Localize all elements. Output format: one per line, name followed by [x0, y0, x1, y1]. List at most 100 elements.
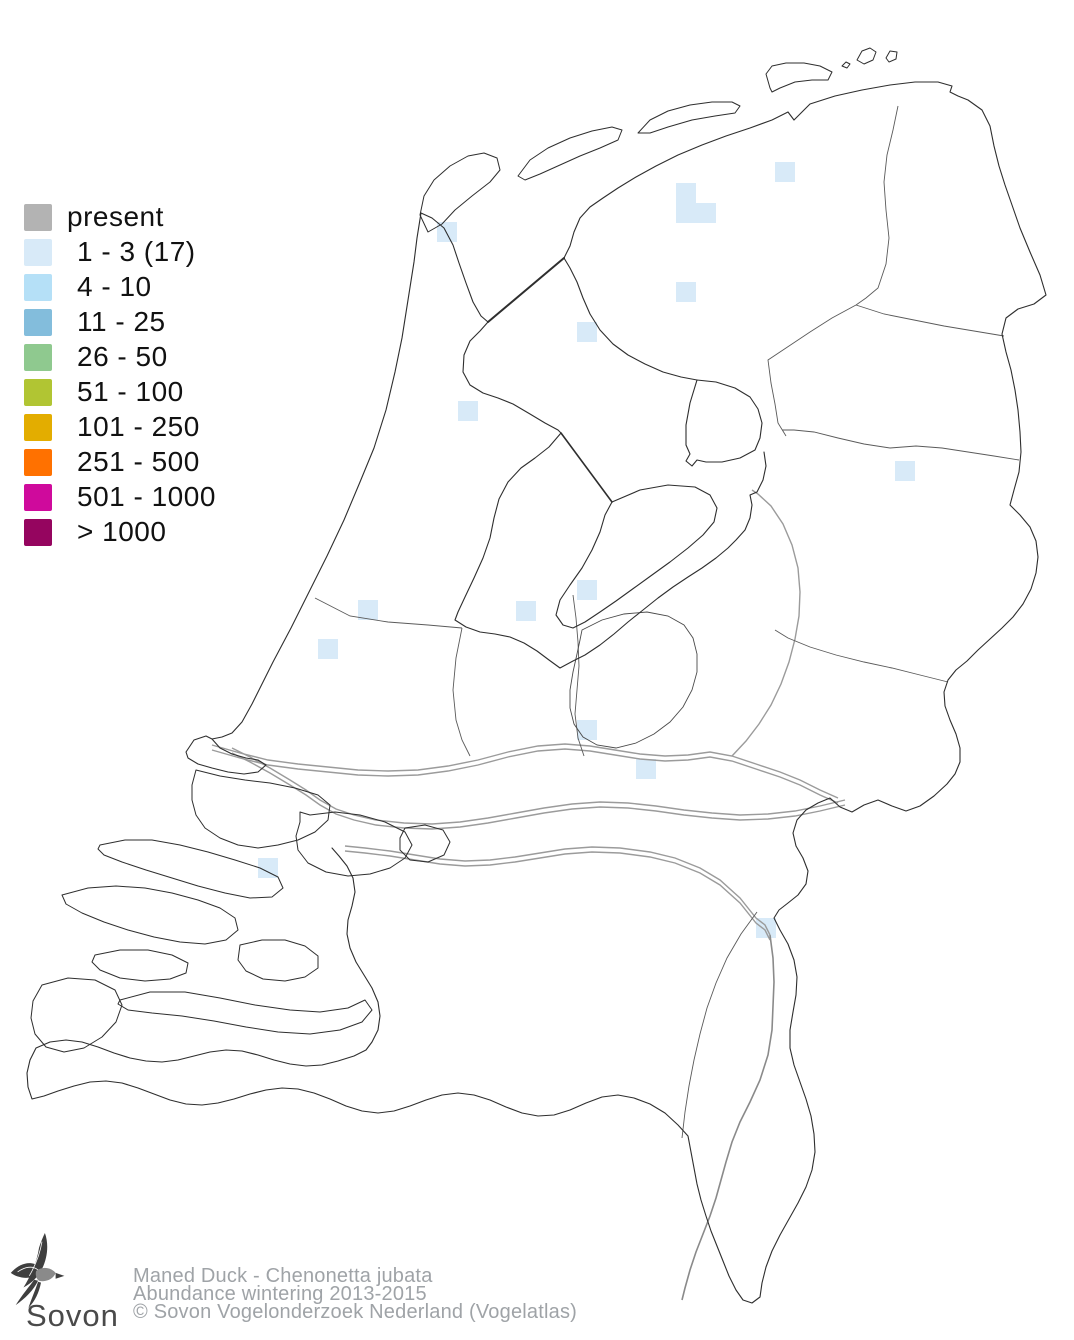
legend-label: 501 - 1000 [77, 481, 216, 512]
island-voorne-putten [191, 769, 331, 849]
friesland-ijsselmeer-coast [563, 257, 698, 381]
border-friesland-groningen [855, 105, 899, 306]
islet-rottum-1 [885, 50, 898, 63]
river-maas-limburg [681, 934, 775, 1301]
legend-row: 4 - 10 [24, 273, 216, 301]
sovon-logo-text: Sovon [26, 1298, 119, 1333]
legend-row: 26 - 50 [24, 343, 216, 371]
legend-swatch [24, 378, 52, 406]
abundance-cell [895, 461, 915, 481]
island-texel [419, 152, 501, 233]
islet-rottum-2 [841, 61, 851, 69]
border-groningen-drenthe [855, 304, 1005, 337]
legend-label: 101 - 250 [77, 411, 200, 442]
legend-label: 51 - 100 [77, 376, 184, 407]
abundance-cell [516, 601, 536, 621]
legend-row: present [24, 203, 216, 231]
afsluitdijk [487, 257, 565, 323]
abundance-cell [636, 759, 656, 779]
legend-swatch [24, 483, 52, 511]
caption-copyright: © Sovon Vogelonderzoek Nederland (Vogela… [133, 1301, 578, 1323]
legend-label: > 1000 [77, 516, 167, 547]
legend-swatch [24, 518, 52, 546]
abundance-cell [676, 203, 696, 223]
border-utrecht-gelderland [572, 594, 585, 757]
legend-label: 251 - 500 [77, 446, 200, 477]
europoort-harbor [185, 735, 267, 775]
border-veluwe [569, 611, 698, 749]
legend-label: 11 - 25 [77, 306, 166, 337]
swallow-icon [10, 1232, 65, 1308]
abundance-cell [458, 401, 478, 421]
island-ameland [765, 62, 833, 93]
legend-swatch [24, 413, 52, 441]
wadden-islands-layer [419, 47, 898, 233]
legend-swatch [24, 448, 52, 476]
legend-row: 11 - 25 [24, 308, 216, 336]
river-maas [344, 845, 771, 936]
border-friesland-drenthe [767, 304, 857, 437]
legend-swatch [24, 273, 52, 301]
abundance-cell [577, 322, 597, 342]
province-borders-layer [314, 105, 1020, 1139]
border-noordholland-zuidholland [314, 597, 463, 629]
legend-label: 26 - 50 [77, 341, 168, 372]
river-waal [231, 747, 846, 825]
abundance-cell [577, 580, 597, 600]
noordholland-ijsselmeer-coast [420, 212, 767, 669]
border-overijssel-gelderland [774, 629, 949, 683]
delta-islands-layer [30, 769, 451, 1053]
legend-swatch [24, 308, 52, 336]
coastline-layer [26, 81, 1047, 1304]
island-vlieland [517, 126, 623, 181]
legend-swatch [24, 203, 52, 231]
abundance-cell [676, 282, 696, 302]
caption-subtitle: Abundance wintering 2013-2015 [133, 1283, 427, 1305]
border-drenthe-overijssel [782, 429, 1020, 461]
river-rhine-lek [211, 743, 839, 799]
legend-row: 251 - 500 [24, 448, 216, 476]
caption-species: Maned Duck - Chenonetta jubata [133, 1265, 433, 1287]
houtribdijk [560, 432, 613, 503]
sovon-logo: Sovon [6, 1232, 126, 1336]
abundance-cell [775, 162, 795, 182]
north-east-south-outline [26, 81, 1047, 1304]
border-brabant-limburg [681, 911, 758, 1139]
island-dordrecht [399, 824, 451, 863]
west-coast [211, 212, 422, 740]
island-goeree-overflakkee [97, 839, 284, 899]
island-zuid-beveland [117, 991, 373, 1035]
island-schouwen-duiveland [61, 885, 239, 945]
abundance-cell [258, 858, 278, 878]
noordoostpolder [685, 379, 763, 467]
legend-label: present [67, 201, 164, 232]
island-tholen [237, 939, 319, 982]
island-hoeksche-waard [295, 811, 413, 877]
legend-row: 51 - 100 [24, 378, 216, 406]
abundance-cell [676, 183, 696, 203]
legend: present 1 - 3 (17) 4 - 10 11 - 25 26 - 50 51 … [24, 203, 216, 553]
legend-swatch [24, 238, 52, 266]
flevopolder [555, 484, 718, 629]
abundance-cell [358, 600, 378, 620]
abundance-cell [696, 203, 716, 223]
river-ijssel [731, 489, 801, 757]
island-schiermonnikoog [856, 47, 877, 65]
legend-row: 101 - 250 [24, 413, 216, 441]
legend-label: 1 - 3 (17) [77, 236, 196, 267]
legend-row: > 1000 [24, 518, 216, 546]
legend-row: 501 - 1000 [24, 483, 216, 511]
abundance-cells-layer [258, 162, 915, 938]
abundance-cell [318, 639, 338, 659]
map-caption: Maned Duck - Chenonetta jubata Abundance… [133, 1265, 578, 1323]
legend-row: 1 - 3 (17) [24, 238, 216, 266]
island-walcheren [30, 977, 123, 1053]
island-terschelling [637, 101, 741, 134]
border-zuidholland-utrecht [452, 627, 471, 757]
legend-label: 4 - 10 [77, 271, 152, 302]
legend-swatch [24, 343, 52, 371]
abundance-cell [577, 720, 597, 740]
island-noord-beveland [91, 949, 189, 982]
